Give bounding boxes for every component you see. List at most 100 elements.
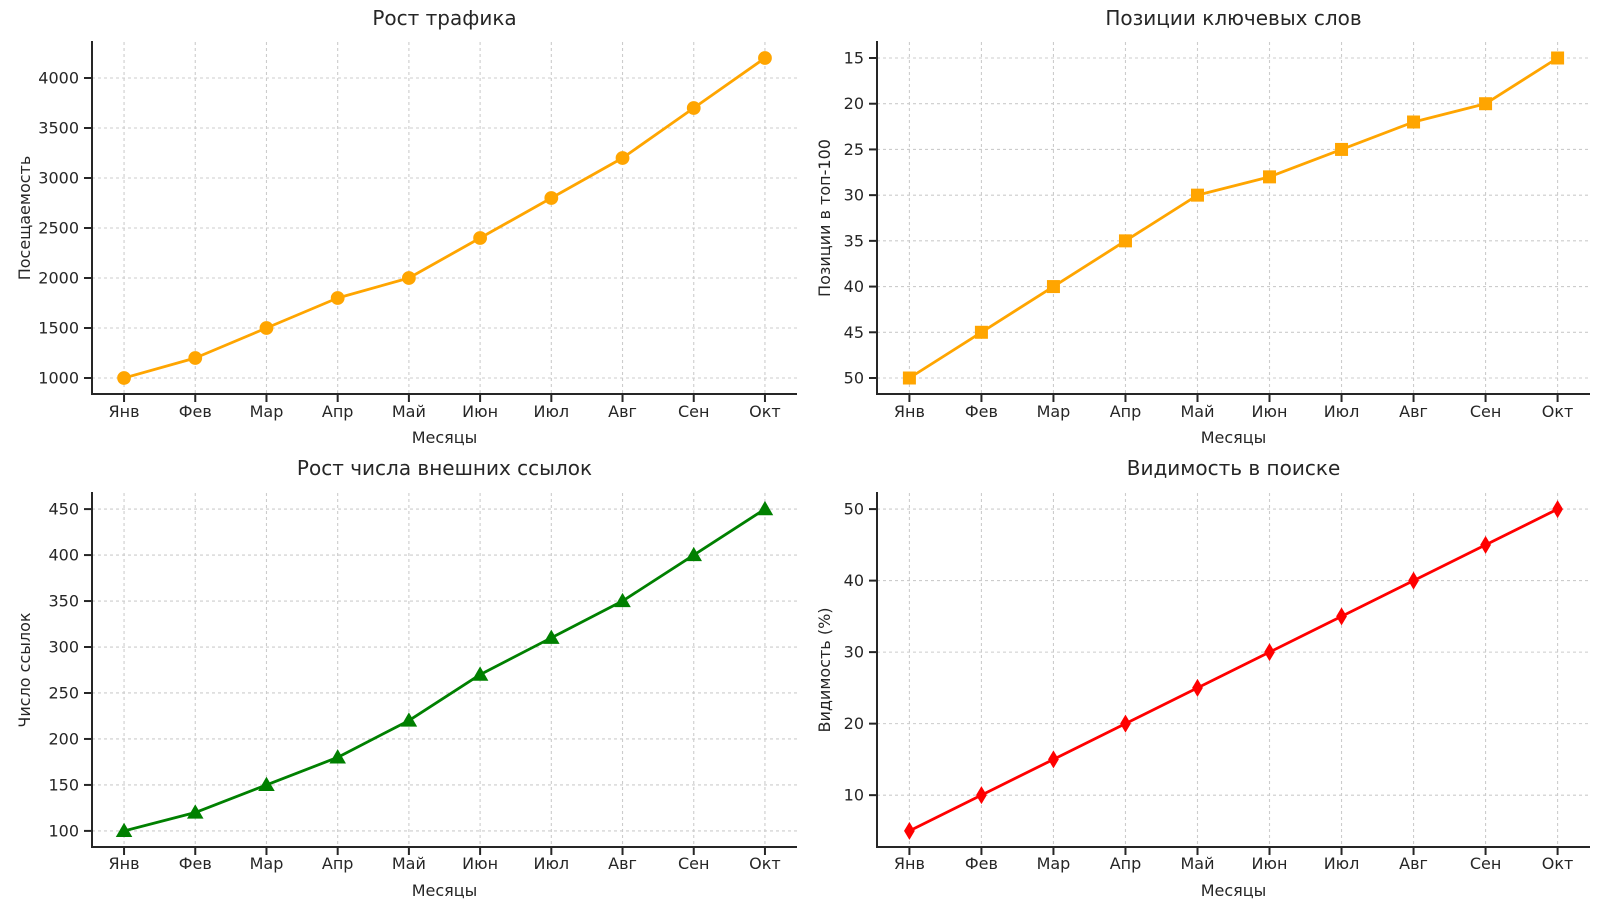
x-tick-label: Июн [462,402,498,421]
x-tick-label: Май [1180,402,1214,421]
y-tick-label: 1000 [38,369,79,388]
data-point-marker [330,291,345,305]
y-tick-labels: 100 150 200 250 300 350 400 450 [48,500,79,841]
grid-lines [877,493,1590,847]
x-tick-label: Фев [179,402,212,421]
data-point-marker [976,786,987,805]
tick-marks [869,57,1559,402]
x-tick-label: Янв [109,402,140,421]
y-tick-labels: 15 20 25 30 35 40 45 50 [844,49,864,388]
x-tick-label: Фев [965,402,998,421]
x-tick-label: Июн [462,854,498,873]
y-tick-label: 40 [844,571,864,590]
y-tick-label: 50 [844,369,864,388]
grid-lines [92,493,797,847]
x-tick-labels: Янв Фев Мар Апр Май Июн Июл Авг Сен Окт [894,402,1573,421]
y-axis-label: Посещаемость [15,156,34,281]
y-tick-label: 20 [844,94,864,113]
y-axis-label: Число ссылок [15,612,34,728]
x-tick-label: Окт [1542,402,1574,421]
data-point-marker [614,592,631,608]
x-tick-label: Янв [894,854,925,873]
x-tick-label: Фев [179,854,212,873]
data-line [122,56,767,380]
data-point-marker [1120,714,1131,733]
y-tick-labels: 1000 1500 2000 2500 3000 3500 4000 [38,69,79,388]
x-tick-label: Окт [749,854,781,873]
y-tick-label: 400 [48,546,79,565]
data-point-marker [686,101,701,115]
data-point-marker [471,666,489,681]
data-point-marker [756,500,774,516]
chart-search-visibility: 10 20 30 40 50 Янв Фев Мар Апр Май Июн Июл Авг Сен Окт… [800,455,1600,909]
y-tick-label: 10 [844,786,864,805]
tick-marks [84,77,766,402]
data-line [122,507,767,833]
x-tick-label: Сен [1470,854,1501,873]
data-point-marker [685,546,703,562]
traffic-growth-canvas: 1000 1500 2000 2500 3000 3500 4000 Янв Фев Мар Апр… [15,6,797,447]
data-point-marker [401,271,416,285]
x-axis-label: Месяцы [412,881,478,900]
x-tick-label: Мар [250,854,284,873]
y-tick-label: 20 [844,714,864,733]
x-tick-label: Сен [1470,402,1501,421]
y-tick-label: 25 [844,140,864,159]
data-point-marker [329,749,346,764]
data-point-marker [1263,170,1277,184]
data-markers [117,51,772,385]
x-tick-label: Май [392,854,426,873]
tick-marks [869,508,1559,855]
data-point-marker [259,321,274,335]
x-tick-label: Окт [749,402,781,421]
x-tick-label: Апр [322,854,354,873]
x-tick-label: Июн [1252,854,1288,873]
x-tick-labels: Янв Фев Мар Апр Май Июн Июл Авг Сен Окт [109,402,781,421]
y-tick-label: 15 [844,49,864,68]
axis-spines [91,492,797,848]
x-tick-label: Июл [533,402,569,421]
y-tick-label: 300 [48,638,79,657]
x-tick-label: Янв [894,402,925,421]
data-markers [115,500,774,838]
x-tick-label: Май [1180,854,1214,873]
y-tick-label: 2000 [38,269,79,288]
chart-external-links-growth: 100 150 200 250 300 350 400 450 Янв Фев Мар Апр Май И… [0,455,800,909]
x-tick-label: Янв [109,854,140,873]
axis-spines [91,41,797,395]
data-point-marker [1408,571,1419,590]
search-visibility-canvas: 10 20 30 40 50 Янв Фев Мар Апр Май Июн Июл Авг Сен Окт… [815,456,1590,900]
y-tick-label: 30 [844,186,864,205]
x-tick-label: Июл [1324,854,1360,873]
data-point-marker [473,231,488,245]
x-tick-labels: Янв Фев Мар Апр Май Июн Июл Авг Сен Окт [894,854,1573,873]
data-point-marker [1190,188,1204,202]
keyword-positions-canvas: 15 20 25 30 35 40 45 50 Янв Фев Мар Апр Май Июн Июл Авг… [815,6,1590,447]
x-tick-label: Авг [608,402,637,421]
x-tick-labels: Янв Фев Мар Апр Май Июн Июл Авг Сен Окт [109,854,781,873]
data-point-marker [1335,142,1349,156]
x-axis-label: Месяцы [1201,881,1267,900]
data-point-marker [258,776,275,792]
tick-marks [84,508,766,855]
x-tick-label: Авг [1399,854,1428,873]
y-tick-label: 35 [844,231,864,250]
data-point-marker [544,191,559,205]
data-point-marker [1048,750,1059,769]
x-tick-label: Июл [1324,402,1360,421]
x-tick-label: Апр [1110,854,1142,873]
data-point-marker [1192,678,1203,697]
data-point-marker [974,325,988,339]
data-point-marker [400,712,418,727]
y-tick-label: 2500 [38,219,79,238]
data-point-marker [902,371,916,385]
y-tick-label: 3500 [38,119,79,138]
external-links-canvas: 100 150 200 250 300 350 400 450 Янв Фев Мар Апр Май И… [15,456,797,900]
y-tick-label: 4000 [38,69,79,88]
data-point-marker [1407,115,1421,129]
y-tick-label: 45 [844,323,864,342]
x-tick-label: Июн [1252,402,1288,421]
x-axis-label: Месяцы [1201,428,1267,447]
x-tick-label: Авг [1399,402,1428,421]
